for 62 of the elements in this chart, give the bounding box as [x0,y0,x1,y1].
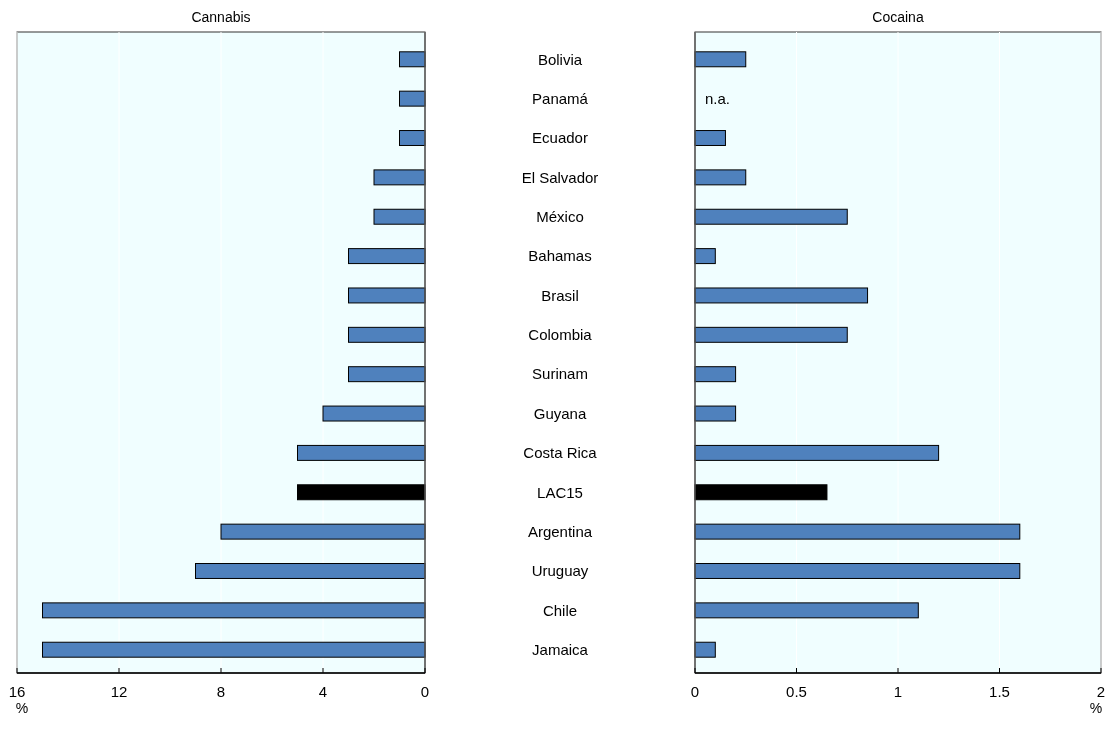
y-tick-label: Panamá [532,89,589,107]
bar [42,602,426,619]
chart-title: Cocaina [872,9,924,25]
bar [297,484,426,501]
y-tick-label: Surinam [532,365,588,383]
bar [220,523,426,540]
bar [348,287,426,304]
bar [694,51,747,68]
y-tick-label: Costa Rica [523,444,598,462]
bar [297,444,426,461]
bar [195,563,426,579]
bar [42,641,426,658]
y-tick-label: Colombia [528,326,593,344]
bar [399,51,426,68]
bar [694,405,737,422]
y-tick-label: Jamaica [532,640,589,658]
bar [694,641,716,658]
bar [348,326,426,343]
bar [694,602,919,619]
bar [399,130,426,146]
y-tick-label: Guyana [533,404,587,422]
chart-title: Cannabis [191,9,251,25]
x-tick-label: 4 [318,683,328,700]
bar [694,287,869,304]
y-tick-label: Bolivia [537,50,583,68]
bar [322,405,426,422]
y-tick-label: Ecuador [532,129,588,147]
bar [694,169,747,186]
bar [373,169,426,186]
y-tick-label: Uruguay [531,562,589,580]
x-tick-label: 1 [893,683,903,700]
bar [694,484,828,501]
y-tick-label: Chile [542,601,578,619]
bar [694,130,726,146]
bar [348,248,426,265]
bar [348,366,426,383]
bar [694,326,848,343]
y-tick-label: México [536,207,584,225]
bar [694,444,940,461]
y-tick-label: Bahamas [528,247,592,265]
x-axis-title: % [1089,700,1103,716]
bar [694,523,1021,540]
x-tick-label: 1.5 [989,683,1010,700]
bar [373,208,426,225]
x-tick-label: 0 [690,683,700,700]
bar [694,366,737,383]
y-tick-label: El Salvador [521,168,599,186]
x-tick-label: 12 [110,683,128,700]
x-tick-label: 0.5 [786,683,807,700]
x-tick-label: 8 [216,683,226,700]
x-tick-label: 2 [1096,683,1106,700]
x-tick-label: 16 [8,683,26,700]
y-tick-label: Argentina [527,522,593,540]
annotation: n.a. [705,89,731,107]
x-axis-title: % [15,700,29,716]
bar [399,90,426,107]
bar [694,208,848,225]
y-tick-label: LAC15 [537,483,583,501]
x-tick-label: 0 [420,683,430,700]
y-tick-label: Brasil [541,286,579,304]
bar [694,248,716,265]
bar [694,563,1021,579]
